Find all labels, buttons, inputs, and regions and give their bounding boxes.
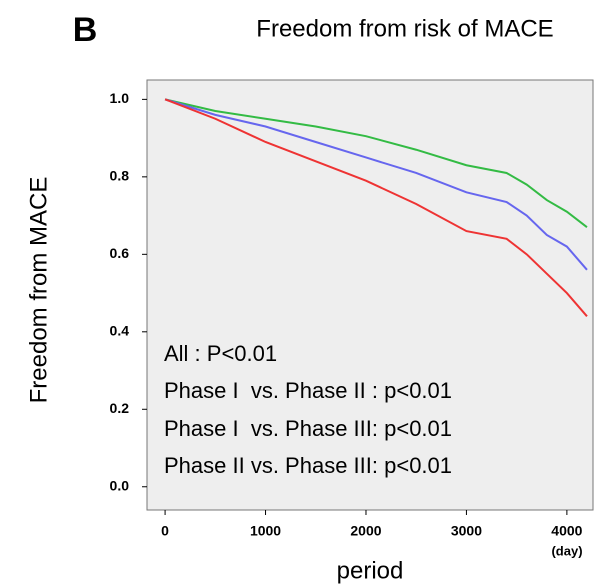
y-tick-label: 0.4 xyxy=(110,323,130,339)
survival-line xyxy=(164,98,588,271)
y-axis-label: Freedom from MACE xyxy=(25,177,52,404)
x-axis-label: period xyxy=(337,557,404,584)
plot-area xyxy=(146,79,594,511)
y-tick-label: 0.2 xyxy=(110,400,130,416)
y-tick-label: 1.0 xyxy=(110,90,130,106)
x-tick-label: 2000 xyxy=(350,523,381,539)
x-tick-label: 0 xyxy=(161,523,169,539)
panel-label: B xyxy=(73,11,98,49)
y-tick-label: 0.6 xyxy=(110,245,130,261)
x-tick-label: 4000 xyxy=(551,523,582,539)
x-unit: (day) xyxy=(551,543,582,558)
annotation: Phase I vs. Phase II : p<0.01 xyxy=(164,378,452,403)
x-tick-label: 1000 xyxy=(250,523,281,539)
y-tick-label: 0.8 xyxy=(110,168,130,184)
chart-title: Freedom from risk of MACE xyxy=(256,15,553,42)
annotation: Phase II vs. Phase III: p<0.01 xyxy=(164,453,452,478)
x-tick-label: 3000 xyxy=(451,523,482,539)
annotation: Phase I vs. Phase III: p<0.01 xyxy=(164,416,452,441)
survival-line xyxy=(164,98,588,317)
y-tick-label: 0.0 xyxy=(110,477,130,493)
survival-line xyxy=(164,98,588,228)
annotation: All : P<0.01 xyxy=(164,341,277,366)
